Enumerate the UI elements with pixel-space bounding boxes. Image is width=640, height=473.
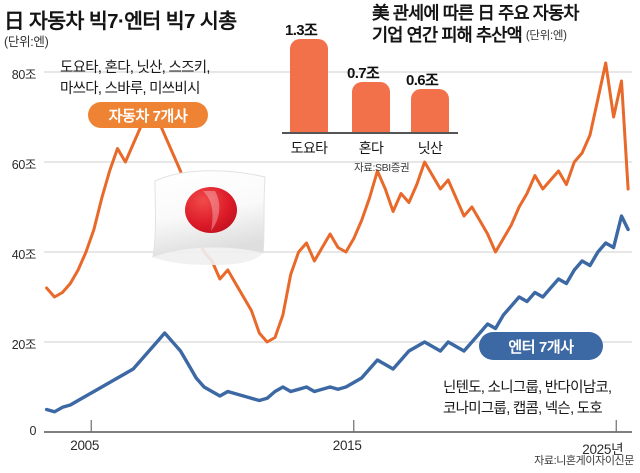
bar-toyota: [290, 38, 328, 132]
bar-value-label: 0.7조: [347, 64, 380, 82]
x-tick-marks: [90, 420, 617, 432]
auto-members-line1: 도요타, 혼다, 닛산, 스즈키,: [60, 60, 210, 76]
ytick-label: 0: [29, 424, 36, 438]
inset-bar-chart: 1.3조 0.7조 0.6조 도요타 혼다 닛산 자료:SBI증권: [268, 10, 488, 174]
auto-members-line2: 마쓰다, 스바루, 미쓰비시: [60, 81, 200, 97]
gridlines: [44, 71, 632, 433]
auto-members-text: 도요타, 혼다, 닛산, 스즈키, 마쓰다, 스바루, 미쓰비시: [60, 58, 210, 100]
ytick-label: 40조: [11, 248, 37, 262]
bar-nissan: [411, 88, 449, 132]
ytick-label: 60조: [11, 158, 37, 172]
ent-members-text: 닌텐도, 소니그룹, 반다이남코, 코나미그룹, 캡콤, 넥슨, 도호: [443, 378, 612, 420]
bar-chart-baseline: [282, 132, 458, 134]
ent-legend-pill: 엔터 7개사: [479, 332, 603, 360]
inset-chart-title: 美 관세에 따른 日 주요 자동차 기업 연간 피해 추산액 (단위:엔): [372, 2, 640, 47]
japan-flag-icon: [152, 170, 266, 265]
xtick-label: 2015: [332, 438, 362, 453]
xtick-label: 2025년: [582, 442, 624, 457]
main-unit-label: (단위:엔): [4, 35, 49, 49]
ytick-label: 80조: [11, 68, 37, 82]
inset-source-label: 자료:SBI증권: [354, 162, 410, 174]
inset-title-line1: 美 관세에 따른 日 주요 자동차: [372, 3, 580, 23]
bar-category-label: 도요타: [290, 140, 328, 156]
bar-category-label: 혼다: [358, 140, 384, 156]
page-title: 日 자동차 빅7·엔터 빅7 시총: [4, 10, 237, 33]
xtick-label: 2005: [70, 438, 100, 453]
bar-category-label: 닛산: [417, 140, 443, 156]
main-source-label: 자료:니혼게이자이신문: [534, 455, 634, 467]
inset-title-line2: 기업 연간 피해 추산액: [372, 25, 523, 45]
bar-honda: [352, 81, 390, 132]
ent-members-line2: 코나미그룹, 캡콤, 넥슨, 도호: [443, 401, 603, 417]
bar-value-label: 0.6조: [406, 71, 439, 89]
auto-legend-pill: 자동차 7개사: [88, 102, 208, 128]
inset-unit-label: (단위:엔): [525, 30, 567, 42]
ent-members-line1: 닌텐도, 소니그룹, 반다이남코,: [443, 380, 612, 396]
ytick-label: 20조: [11, 338, 37, 352]
bar-value-label: 1.3조: [285, 21, 318, 39]
ent-line-series: [44, 214, 630, 414]
